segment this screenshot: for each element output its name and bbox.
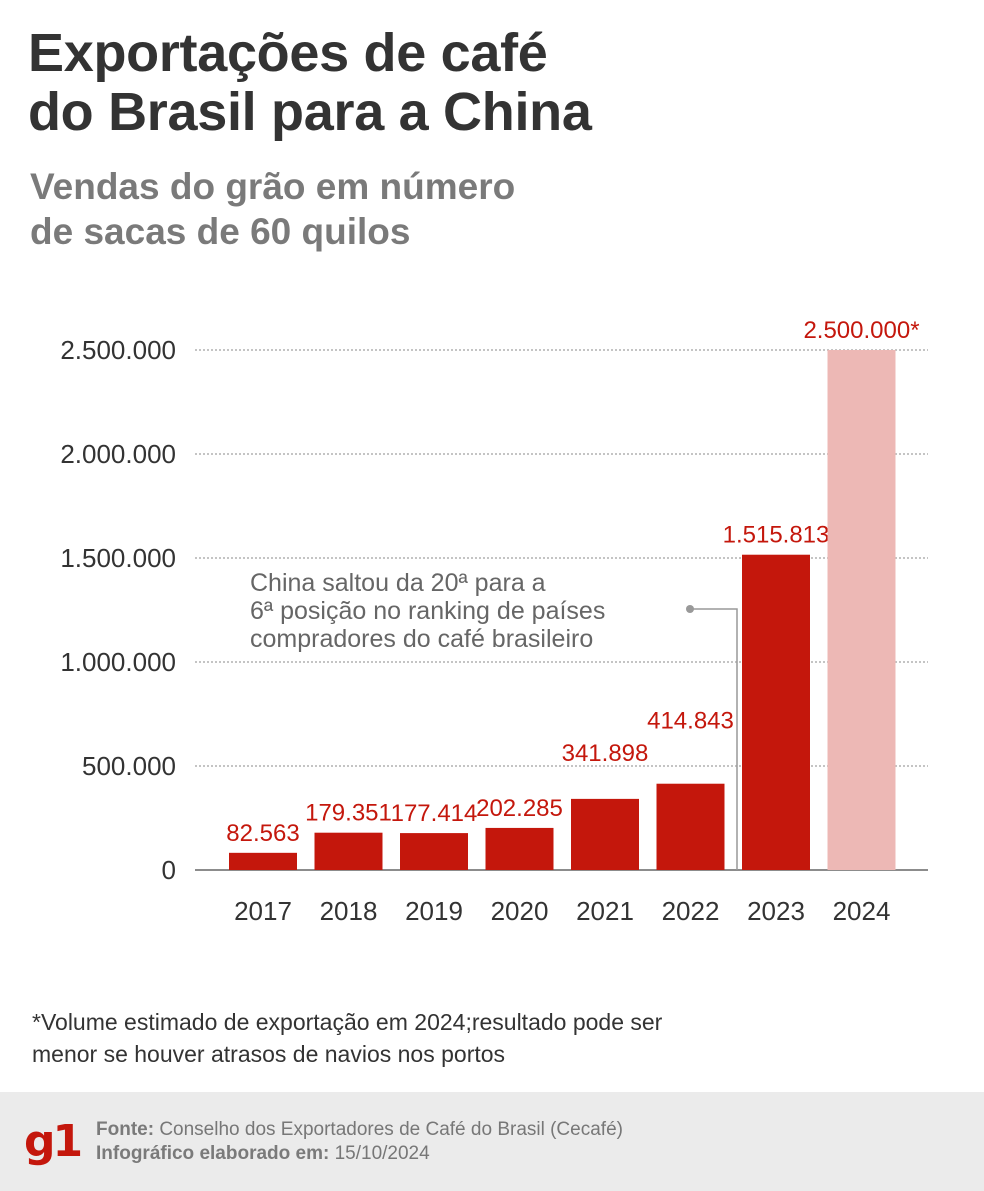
bar-2020 [485,827,554,870]
date-line: Infográfico elaborado em: 15/10/2024 [96,1142,623,1166]
chart-subtitle-line-2: de sacas de 60 quilos [30,211,411,252]
x-tick-label-2019: 2019 [405,896,463,926]
y-tick-label-4: 2.000.000 [60,439,176,469]
g1-logo-icon: g1 [24,1116,83,1167]
chart-title-line-1: Exportações de café [28,23,548,83]
source-label: Fonte: [96,1119,155,1140]
x-tick-label-2018: 2018 [320,896,378,926]
chart-subtitle-line-1: Vendas do grão em número [30,166,516,207]
bar-2017 [229,852,297,870]
footnote-line-2: menor se houver atrasos de navios nos po… [32,1041,506,1067]
chart-title: Exportações de café do Brasil para a Chi… [28,24,928,142]
y-tick-label-1: 500.000 [82,751,176,781]
bar-chart: 0 500.000 1.000.000 1.500.000 2.000.000 2.500… [60,317,928,926]
y-tick-label-0: 0 [162,855,176,885]
annotation-line-3: compradores do café brasileiro [250,625,593,653]
x-tick-label-2023: 2023 [747,896,805,926]
footnote-line-1: *Volume estimado de exportação em 2024;r… [32,1009,663,1035]
value-label-2021: 341.898 [562,740,649,767]
x-tick-label-2017: 2017 [234,896,292,926]
annotation-line-1: China saltou da 20ª para a [250,569,546,597]
y-tick-label-3: 1.500.000 [60,543,176,573]
bar-2018 [314,832,383,870]
chart-title-line-2: do Brasil para a China [28,82,592,142]
annotation-connector [690,608,738,870]
value-label-2022: 414.843 [647,708,734,735]
annotation-line-2: 6ª posição no ranking de países [250,597,605,625]
source-block: Fonte: Conselho dos Exportadores de Café… [96,1118,623,1166]
value-label-2024: 2.500.000* [803,317,919,344]
value-label-2018: 179.351 [305,800,392,827]
value-label-2017: 82.563 [226,820,299,847]
date-label: Infográfico elaborado em: [96,1143,330,1164]
x-tick-label-2022: 2022 [662,896,720,926]
source-value: Conselho dos Exportadores de Café do Bra… [159,1119,623,1140]
source-line: Fonte: Conselho dos Exportadores de Café… [96,1118,623,1142]
x-tick-label-2024: 2024 [833,896,891,926]
footnote: *Volume estimado de exportação em 2024;r… [32,1006,932,1070]
x-tick-label-2021: 2021 [576,896,634,926]
bar-2019 [400,833,468,870]
date-value: 15/10/2024 [334,1143,430,1164]
y-tick-label-5: 2.500.000 [60,335,176,365]
bar-2024 [827,350,896,870]
x-tick-label-2020: 2020 [491,896,549,926]
footer: g1 Fonte: Conselho dos Exportadores de C… [0,1092,984,1191]
value-label-2023: 1.515.813 [723,522,830,549]
chart-subtitle: Vendas do grão em número de sacas de 60 … [30,164,930,254]
value-label-2019: 177.414 [391,800,478,827]
bar-2021 [571,798,639,870]
bar-2023 [742,554,810,870]
bar-2022 [656,783,725,870]
value-label-2020: 202.285 [476,795,563,822]
y-tick-label-2: 1.000.000 [60,647,176,677]
